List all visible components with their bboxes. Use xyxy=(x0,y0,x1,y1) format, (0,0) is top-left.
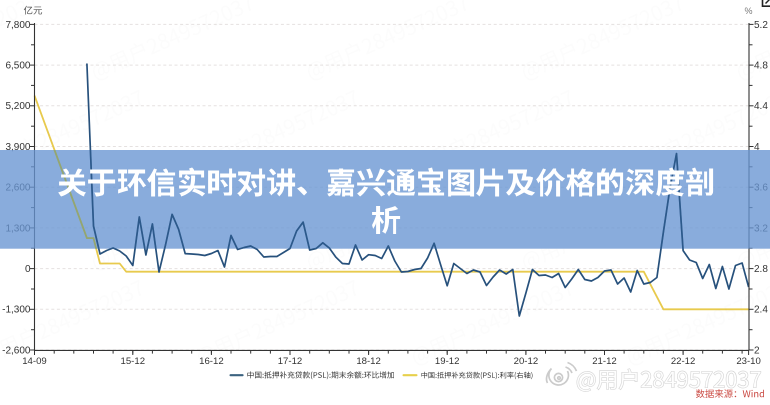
svg-text:7,800: 7,800 xyxy=(5,20,30,31)
svg-text:%: % xyxy=(745,6,753,16)
svg-text:5,200: 5,200 xyxy=(5,101,30,112)
svg-text:3,900: 3,900 xyxy=(5,142,30,153)
svg-text:-1,300: -1,300 xyxy=(2,305,31,316)
svg-text:4.4: 4.4 xyxy=(754,101,768,112)
svg-text:2: 2 xyxy=(754,345,760,356)
svg-text:21-12: 21-12 xyxy=(592,356,617,367)
svg-text:16-12: 16-12 xyxy=(199,356,224,367)
svg-text:5.2: 5.2 xyxy=(754,20,768,31)
svg-text:18-12: 18-12 xyxy=(356,356,381,367)
svg-text:4: 4 xyxy=(754,142,760,153)
svg-text:17-12: 17-12 xyxy=(278,356,303,367)
svg-text:20-12: 20-12 xyxy=(514,356,539,367)
svg-text:2.4: 2.4 xyxy=(754,305,768,316)
svg-text:23-10: 23-10 xyxy=(736,356,761,367)
svg-text:4.8: 4.8 xyxy=(754,61,768,72)
svg-text:0: 0 xyxy=(25,264,31,275)
svg-text:6,500: 6,500 xyxy=(5,61,30,72)
svg-text:22-12: 22-12 xyxy=(671,356,696,367)
svg-text:14-09: 14-09 xyxy=(22,356,47,367)
svg-text:19-12: 19-12 xyxy=(435,356,460,367)
svg-text:2.8: 2.8 xyxy=(754,264,768,275)
svg-text:15-12: 15-12 xyxy=(121,356,146,367)
svg-text:-2,600: -2,600 xyxy=(2,345,31,356)
